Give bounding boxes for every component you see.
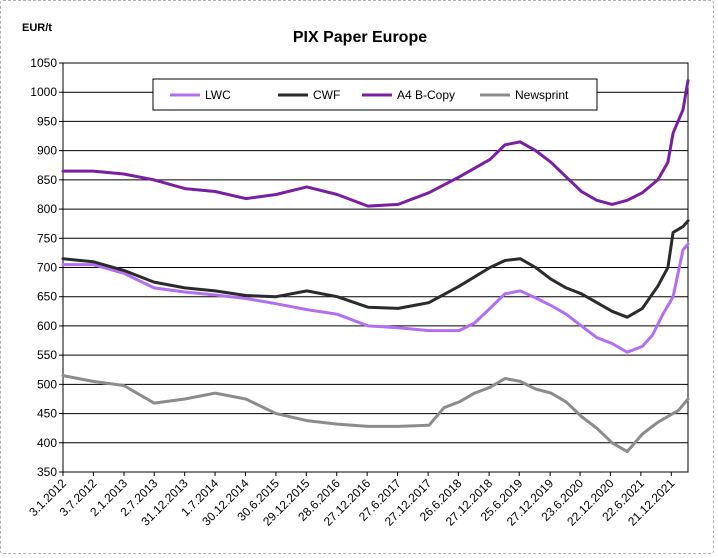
plot-area-border bbox=[62, 62, 689, 473]
gridlines bbox=[63, 62, 688, 473]
axes: 350 400 450 500 550 600 650 700 750 800 850 900 950 1… bbox=[26, 56, 689, 529]
y-tick-label: 600 bbox=[37, 319, 57, 333]
y-tick-label: 350 bbox=[37, 465, 57, 479]
legend-label: A4 B-Copy bbox=[397, 88, 455, 102]
y-tick-label: 1000 bbox=[30, 85, 57, 99]
series-line-newsprint bbox=[61, 374, 690, 454]
series-line-lwc bbox=[61, 242, 690, 354]
y-tick-label: 500 bbox=[37, 377, 57, 391]
y-tick-label: 1050 bbox=[30, 56, 57, 70]
y-tick-label: 650 bbox=[37, 290, 57, 304]
legend: LWC CWF A4 B-Copy Newsprint bbox=[152, 78, 598, 111]
series-line-cwf bbox=[61, 219, 690, 319]
y-tick-label: 450 bbox=[37, 407, 57, 421]
y-tick-label: 400 bbox=[37, 436, 57, 450]
y-axis-unit-label: EUR/t bbox=[22, 22, 52, 34]
series-lines bbox=[61, 79, 690, 454]
y-tick-label: 550 bbox=[37, 348, 57, 362]
series-line-a4-b-copy bbox=[61, 79, 690, 208]
legend-label: CWF bbox=[313, 88, 340, 102]
y-tick-label: 950 bbox=[37, 114, 57, 128]
y-tick-label: 700 bbox=[37, 261, 57, 275]
y-tick-label: 750 bbox=[37, 231, 57, 245]
y-tick-label: 850 bbox=[37, 173, 57, 187]
legend-label: Newsprint bbox=[515, 88, 569, 102]
chart-title: PIX Paper Europe bbox=[293, 29, 427, 46]
y-tick-label: 900 bbox=[37, 144, 57, 158]
y-tick-label: 800 bbox=[37, 202, 57, 216]
legend-label: LWC bbox=[205, 88, 231, 102]
